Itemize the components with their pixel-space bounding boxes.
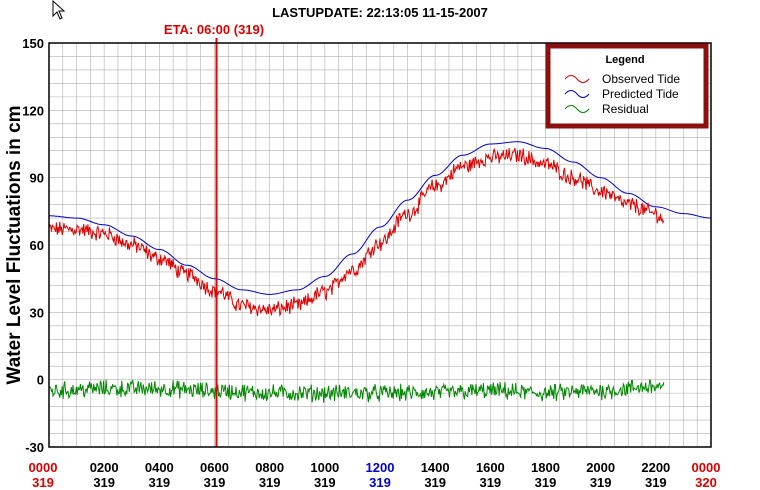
series-observed-tide — [48, 147, 665, 317]
legend-frame — [545, 43, 709, 129]
x-tick-day: 319 — [259, 475, 281, 490]
x-tick-time: 1600 — [476, 460, 505, 475]
series-predicted-tide — [49, 141, 712, 295]
x-tick-time: 1000 — [310, 460, 339, 475]
legend-swatch — [564, 75, 590, 83]
eta-label: ETA: 06:00 (319) — [164, 22, 264, 37]
y-tick-label: 120 — [22, 103, 44, 118]
x-tick-day: 319 — [645, 475, 667, 490]
legend-item-label: Observed Tide — [602, 72, 680, 86]
y-axis-label: Water Level Fluctuations in cm — [4, 105, 25, 384]
x-tick-day: 319 — [369, 475, 391, 490]
x-tick-time: 0000 — [692, 460, 721, 475]
last-update-label: LASTUPDATE: 22:13:05 11-15-2007 — [272, 5, 488, 20]
y-tick-label: 30 — [30, 305, 44, 320]
x-tick-time: 2000 — [586, 460, 615, 475]
y-tick-label: 150 — [22, 36, 44, 51]
x-axis-ticks: 0000319020031904003190600319080031910003… — [29, 460, 721, 490]
y-tick-label: 60 — [30, 238, 44, 253]
x-tick-day: 319 — [479, 475, 501, 490]
x-tick-time: 2200 — [641, 460, 670, 475]
x-tick-day: 319 — [590, 475, 612, 490]
x-tick-time: 0000 — [29, 460, 58, 475]
legend-swatch — [564, 105, 590, 113]
y-tick-label: -30 — [25, 440, 44, 455]
x-tick-day: 319 — [535, 475, 557, 490]
x-tick-time: 0400 — [145, 460, 174, 475]
x-tick-day: 320 — [695, 475, 717, 490]
y-tick-label: 0 — [37, 373, 44, 388]
x-tick-time: 0600 — [200, 460, 229, 475]
mouse-pointer-icon — [52, 0, 66, 20]
x-tick-day: 319 — [148, 475, 170, 490]
legend-item-label: Predicted Tide — [602, 87, 679, 101]
y-axis-ticks: -30 0 30 60 90 120 150 — [22, 36, 44, 455]
grid — [48, 42, 712, 448]
x-tick-time: 1200 — [366, 460, 395, 475]
legend-item-label: Residual — [602, 102, 649, 116]
x-tick-day: 319 — [314, 475, 336, 490]
x-tick-day: 319 — [32, 475, 54, 490]
series-residual — [48, 378, 665, 403]
series-layer — [48, 141, 712, 403]
plot-frame — [48, 42, 712, 448]
legend-title: Legend — [605, 54, 644, 66]
x-tick-time: 1400 — [421, 460, 450, 475]
y-tick-label: 90 — [30, 171, 44, 186]
legend-swatch — [564, 90, 590, 98]
x-tick-time: 1800 — [531, 460, 560, 475]
x-tick-time: 0200 — [90, 460, 119, 475]
x-tick-day: 319 — [93, 475, 115, 490]
x-tick-day: 319 — [204, 475, 226, 490]
x-tick-time: 0800 — [255, 460, 284, 475]
x-tick-day: 319 — [424, 475, 446, 490]
